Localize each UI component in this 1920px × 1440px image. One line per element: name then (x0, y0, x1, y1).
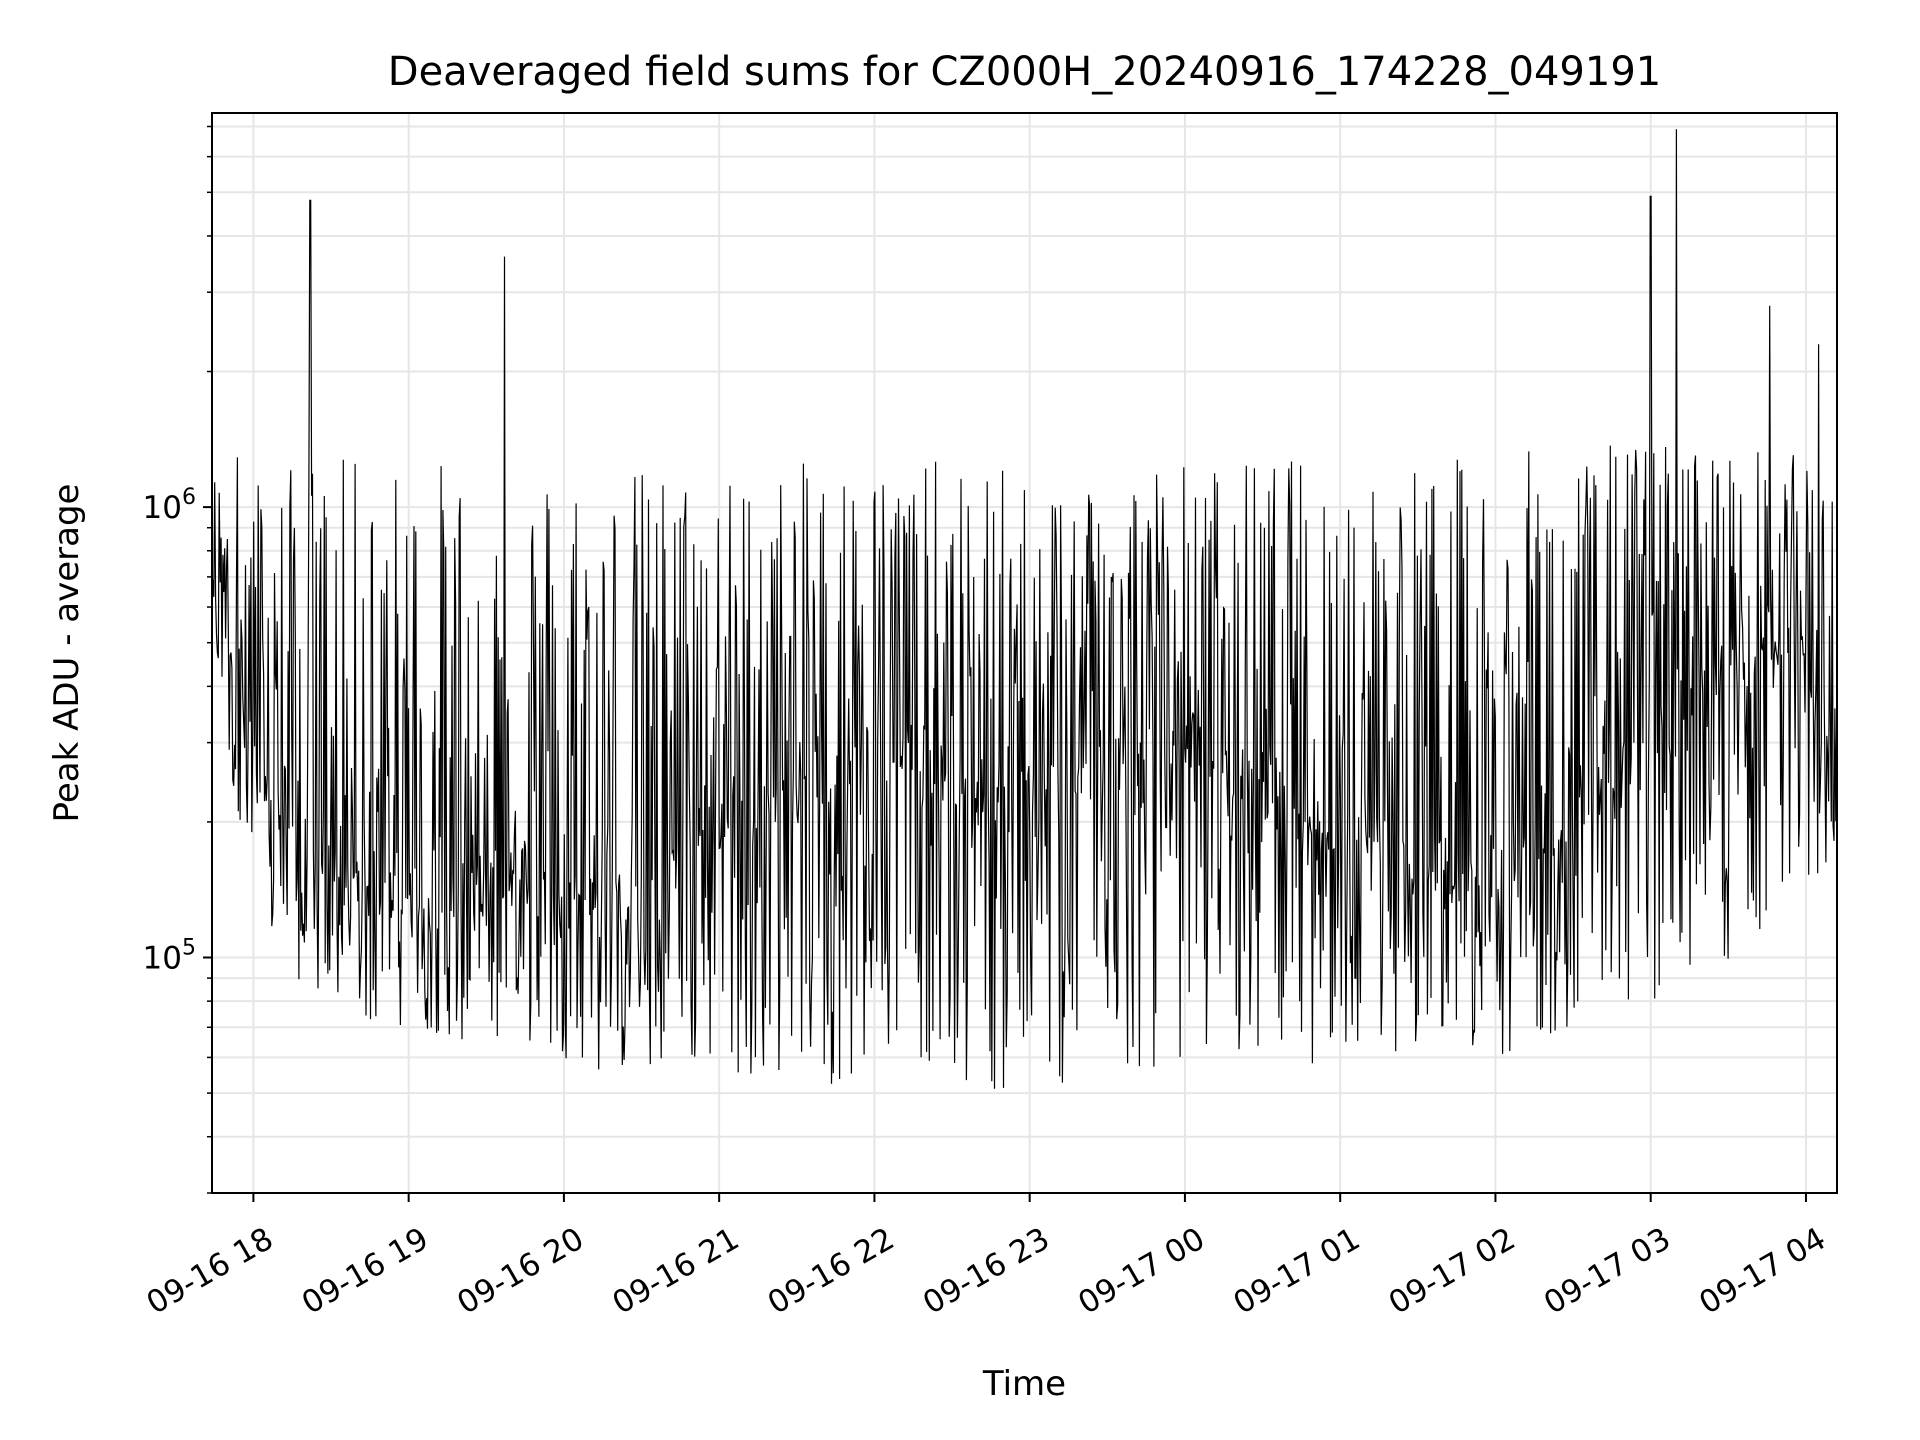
x-axis-title: Time (982, 1364, 1066, 1404)
series-line (212, 129, 1837, 1089)
y-tick-label: 106 (143, 485, 196, 526)
chart-title: Deaveraged field sums for CZ000H_2024091… (388, 49, 1661, 95)
y-tick-base: 10 (143, 490, 182, 526)
y-axis-title: Peak ADU - average (47, 484, 87, 823)
y-tick-exponent: 5 (182, 936, 196, 961)
y-tick-exponent: 6 (182, 485, 196, 510)
series-layer (212, 129, 1837, 1089)
plot-frame (211, 112, 1838, 1194)
y-tick-base: 10 (143, 941, 182, 977)
y-tick-label: 105 (143, 936, 196, 977)
